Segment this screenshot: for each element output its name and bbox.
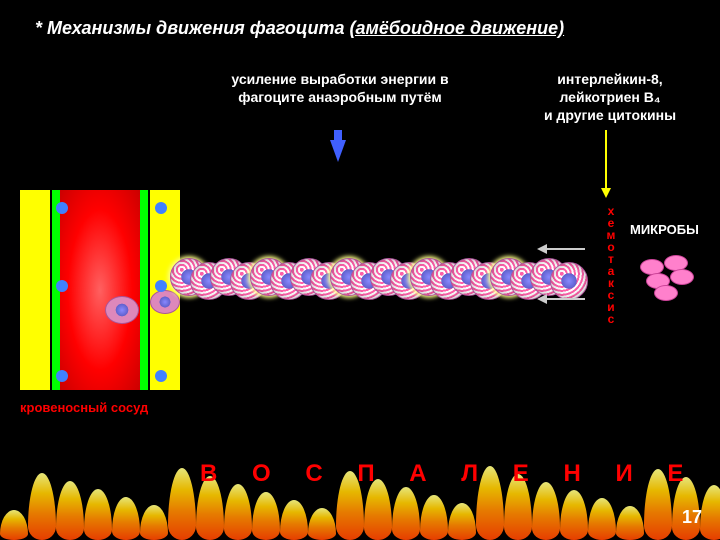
flame-icon	[84, 489, 112, 540]
flame-icon	[280, 500, 308, 540]
subtitle-right-l1: интерлейкин-8,	[557, 71, 662, 87]
subtitle-left: усиление выработки энергии в фагоците ан…	[215, 70, 465, 106]
endothelial-dot	[56, 370, 68, 382]
endothelial-dot	[56, 202, 68, 214]
flame-icon	[700, 485, 720, 540]
flame-icon	[420, 495, 448, 540]
subtitle-right: интерлейкин-8, лейкотриен В₄ и другие ци…	[530, 70, 690, 125]
flame-icon	[252, 492, 280, 540]
endothelial-dot	[155, 202, 167, 214]
title-prefix: * Механизмы движения фагоцита	[35, 18, 350, 38]
flame-icon	[532, 482, 560, 540]
flame-icon	[140, 505, 168, 540]
flame-icon	[616, 506, 644, 540]
flame-icon	[56, 481, 84, 540]
flame-icon	[28, 473, 56, 540]
flame-icon	[308, 508, 336, 540]
subtitle-right-l2: лейкотриен В₄	[559, 89, 660, 105]
flame-icon	[588, 498, 616, 540]
microbes-cluster	[640, 255, 700, 295]
flame-icon	[0, 510, 28, 540]
flame-icon	[392, 487, 420, 540]
vessel-label: кровеносный сосуд	[20, 400, 148, 415]
microbes-label: МИКРОБЫ	[630, 222, 699, 237]
inflammation-label: В О С П А Л Е Н И Е	[200, 460, 697, 488]
movement-arrow-icon	[545, 298, 585, 300]
flame-icon	[168, 468, 196, 540]
endothelial-dot	[56, 280, 68, 292]
movement-arrow-icon	[545, 248, 585, 250]
endothelial-dot	[155, 280, 167, 292]
phagocyte-exiting-1	[105, 296, 139, 324]
yellow-arrow-icon	[605, 130, 607, 190]
phagocyte-chain	[170, 250, 620, 300]
microbe-icon	[670, 269, 694, 285]
flame-icon	[448, 503, 476, 540]
endothelial-dot	[155, 370, 167, 382]
vessel-lumen	[60, 190, 140, 390]
flame-icon	[224, 484, 252, 540]
slide-title: * Механизмы движения фагоцита (амёбоидно…	[35, 18, 564, 39]
title-underlined: (амёбоидное движение)	[350, 18, 565, 38]
flame-icon	[364, 479, 392, 540]
flame-icon	[112, 497, 140, 540]
subtitle-right-l3: и другие цитокины	[544, 107, 676, 123]
blue-down-arrow-icon	[330, 140, 346, 162]
microbe-icon	[654, 285, 678, 301]
flame-icon	[560, 490, 588, 540]
page-number: 17	[682, 507, 702, 528]
vessel-wall-outer-left	[20, 190, 50, 390]
vessel-wall-inner-right	[140, 190, 148, 390]
phagocyte-cell	[550, 262, 588, 300]
